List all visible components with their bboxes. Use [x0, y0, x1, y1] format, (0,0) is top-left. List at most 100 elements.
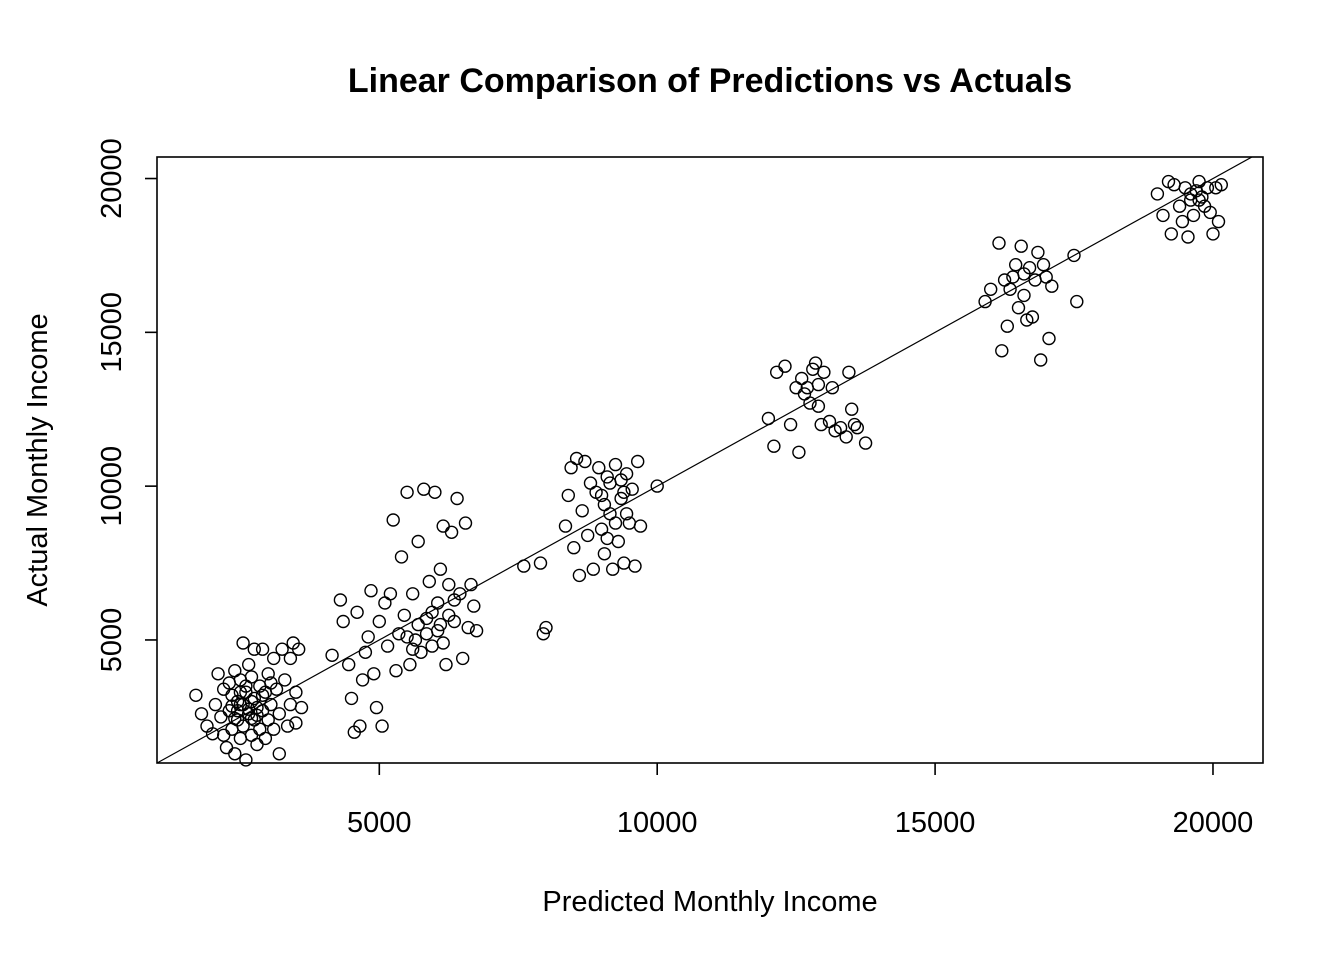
data-point — [817, 365, 831, 379]
data-point — [456, 651, 470, 666]
data-point — [1206, 227, 1220, 241]
data-point — [1036, 258, 1051, 272]
x-axis: 5000 10000 15000 20000 — [347, 763, 1253, 839]
data-point — [1150, 187, 1165, 201]
data-point — [333, 593, 348, 607]
data-point — [425, 639, 439, 653]
x-tick-label: 5000 — [347, 807, 412, 839]
data-point — [350, 605, 364, 619]
data-point — [436, 636, 450, 650]
data-point — [442, 608, 456, 622]
data-point — [1017, 267, 1031, 281]
data-point — [233, 731, 248, 746]
data-point — [1203, 205, 1217, 220]
y-tick-label: 5000 — [96, 608, 128, 673]
data-point — [1014, 239, 1028, 253]
data-point — [1000, 319, 1014, 333]
data-point — [631, 454, 645, 469]
data-point — [1028, 273, 1042, 287]
data-point — [592, 461, 606, 475]
data-point — [216, 728, 231, 742]
data-point — [211, 667, 225, 681]
data-point — [383, 587, 398, 601]
data-point — [408, 633, 423, 647]
data-point — [419, 627, 434, 641]
data-point — [292, 642, 306, 656]
data-point — [264, 676, 278, 690]
data-point — [261, 713, 275, 727]
data-point — [380, 639, 395, 653]
data-point — [583, 476, 598, 490]
data-point — [225, 688, 239, 702]
y-tick-label: 20000 — [96, 138, 128, 219]
data-point — [597, 547, 612, 561]
data-point — [842, 365, 856, 379]
data-point — [978, 294, 992, 309]
data-point — [275, 642, 289, 656]
data-point — [1164, 227, 1179, 241]
data-point — [244, 728, 259, 742]
data-point — [600, 470, 614, 484]
data-point — [325, 648, 339, 662]
data-point — [241, 657, 256, 672]
data-point — [225, 699, 239, 713]
data-point — [789, 381, 803, 395]
data-point — [283, 651, 298, 666]
data-point — [272, 707, 286, 721]
data-point — [1183, 187, 1198, 201]
x-tick-label: 10000 — [617, 807, 698, 839]
data-point — [372, 614, 386, 629]
data-point — [1011, 301, 1026, 315]
data-point — [608, 457, 623, 472]
data-point — [825, 381, 839, 395]
data-point — [997, 273, 1012, 287]
data-point — [378, 596, 392, 610]
data-point — [614, 491, 628, 506]
data-point — [433, 562, 448, 576]
data-point — [394, 550, 409, 564]
data-point — [1175, 214, 1190, 229]
y-axis-label: Actual Monthly Income — [22, 313, 54, 606]
data-point — [572, 568, 587, 583]
data-point — [594, 488, 609, 503]
data-point — [1067, 248, 1081, 263]
data-point — [581, 528, 595, 543]
data-point — [558, 519, 573, 533]
data-point — [1156, 208, 1170, 223]
data-point — [803, 396, 817, 410]
data-point — [561, 488, 575, 503]
reference-line — [157, 157, 1254, 763]
data-point — [436, 519, 450, 533]
data-point — [1181, 230, 1195, 244]
data-point — [417, 482, 431, 496]
data-point — [792, 445, 806, 459]
data-point — [611, 534, 625, 549]
data-point — [236, 636, 250, 650]
data-point — [414, 645, 428, 659]
data-point — [442, 577, 456, 592]
data-point — [219, 740, 234, 755]
data-point — [992, 236, 1006, 250]
data-point — [228, 711, 242, 726]
y-axis: 5000 10000 15000 20000 — [96, 138, 157, 672]
data-point — [1003, 282, 1017, 296]
data-point — [795, 371, 809, 386]
data-point — [839, 430, 853, 444]
chart-title: Linear Comparison of Predictions vs Actu… — [348, 62, 1072, 100]
x-axis-label: Predicted Monthly Income — [542, 886, 877, 918]
data-point — [783, 417, 798, 432]
data-point — [236, 719, 250, 733]
data-point — [1045, 279, 1059, 293]
data-point — [569, 451, 584, 466]
data-point — [342, 657, 356, 672]
y-tick-label: 10000 — [96, 446, 128, 527]
data-point — [261, 667, 275, 681]
data-point — [244, 711, 259, 726]
data-point — [250, 737, 264, 752]
data-point — [355, 673, 370, 687]
data-point — [600, 531, 614, 546]
data-point — [650, 479, 664, 493]
data-point — [1042, 331, 1056, 346]
data-point — [469, 624, 484, 638]
data-point — [428, 485, 442, 499]
